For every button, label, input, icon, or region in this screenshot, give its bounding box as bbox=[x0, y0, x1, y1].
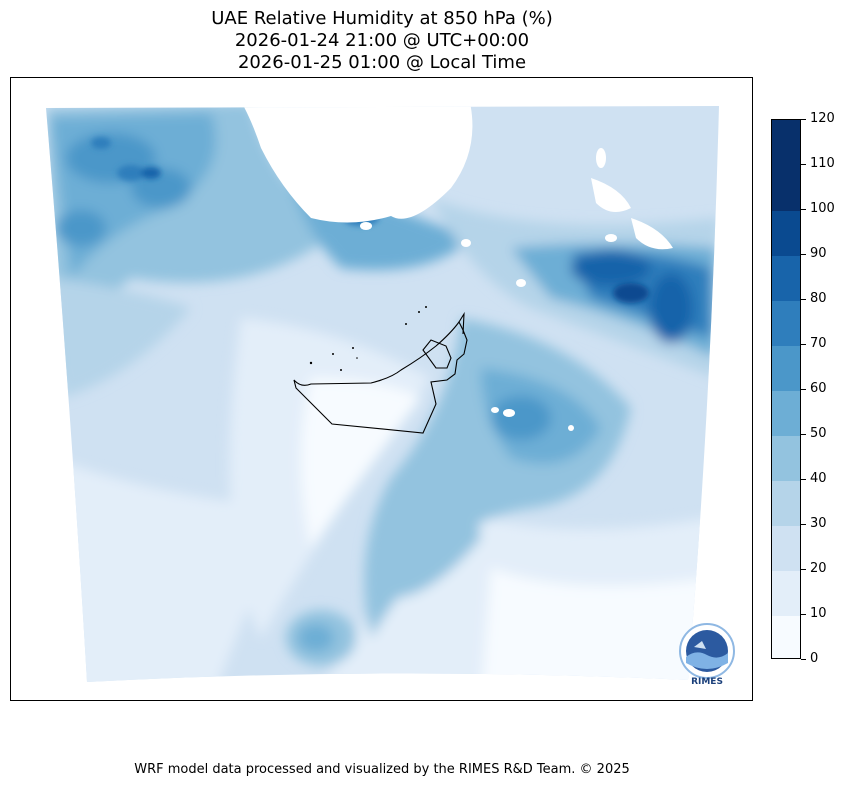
colorbar-segment bbox=[772, 300, 800, 346]
no-data-areas bbox=[239, 106, 673, 431]
logo-emblem-icon bbox=[679, 623, 735, 679]
map-title-line2: 2026-01-24 21:00 @ UTC+00:00 bbox=[234, 30, 530, 51]
colorbar-tick bbox=[801, 208, 806, 210]
colorbar-tick bbox=[801, 523, 806, 525]
colorbar-tick-label: 60 bbox=[810, 381, 827, 396]
colorbar-segment bbox=[772, 210, 800, 256]
colorbar-segment bbox=[772, 120, 800, 166]
colorbar-segment bbox=[772, 165, 800, 211]
colorbar-tick bbox=[801, 298, 806, 300]
logo-text: RIMES bbox=[691, 677, 723, 687]
colorbar-tick bbox=[801, 478, 806, 480]
colorbar-tick bbox=[801, 613, 806, 615]
colorbar-segment bbox=[772, 570, 800, 616]
colorbar-tick-label: 20 bbox=[810, 561, 827, 576]
rimes-logo: RIMES bbox=[676, 623, 738, 689]
colorbar-tick bbox=[801, 388, 806, 390]
colorbar-segment bbox=[772, 525, 800, 571]
colorbar-tick bbox=[801, 433, 806, 435]
map-title-line3: 2026-01-25 01:00 @ Local Time bbox=[237, 52, 527, 73]
colorbar-segment bbox=[772, 480, 800, 526]
map-panel: RIMES bbox=[10, 77, 753, 701]
map-title-line1: UAE Relative Humidity at 850 hPa (%) bbox=[211, 8, 553, 29]
colorbar-tick-label: 30 bbox=[810, 516, 827, 531]
humidity-field bbox=[46, 106, 719, 682]
colorbar-segment bbox=[772, 390, 800, 436]
colorbar-tick bbox=[801, 163, 806, 165]
footer-credit: WRF model data processed and visualized … bbox=[134, 762, 630, 777]
humidity-map bbox=[46, 106, 719, 682]
colorbar-segment bbox=[772, 345, 800, 391]
colorbar-tick-label: 40 bbox=[810, 471, 827, 486]
colorbar-tick-label: 110 bbox=[810, 156, 835, 171]
islands bbox=[309, 306, 427, 371]
colorbar-segment bbox=[772, 255, 800, 301]
colorbar-tick-label: 90 bbox=[810, 246, 827, 261]
colorbar-tick bbox=[801, 568, 806, 570]
colorbar-tick-label: 100 bbox=[810, 201, 835, 216]
colorbar-segment bbox=[772, 435, 800, 481]
colorbar-tick-label: 120 bbox=[810, 111, 835, 126]
colorbar-tick-label: 50 bbox=[810, 426, 827, 441]
colorbar-tick-label: 0 bbox=[810, 651, 819, 666]
colorbar-tick-label: 70 bbox=[810, 336, 827, 351]
colorbar bbox=[771, 119, 801, 659]
colorbar-tick-label: 10 bbox=[810, 606, 827, 621]
colorbar-segment bbox=[772, 615, 800, 658]
colorbar-tick bbox=[801, 253, 806, 255]
colorbar-tick-label: 80 bbox=[810, 291, 827, 306]
colorbar-tick bbox=[801, 118, 806, 120]
colorbar-tick bbox=[801, 343, 806, 345]
uae-boundary bbox=[293, 311, 468, 434]
colorbar-tick bbox=[801, 658, 806, 660]
